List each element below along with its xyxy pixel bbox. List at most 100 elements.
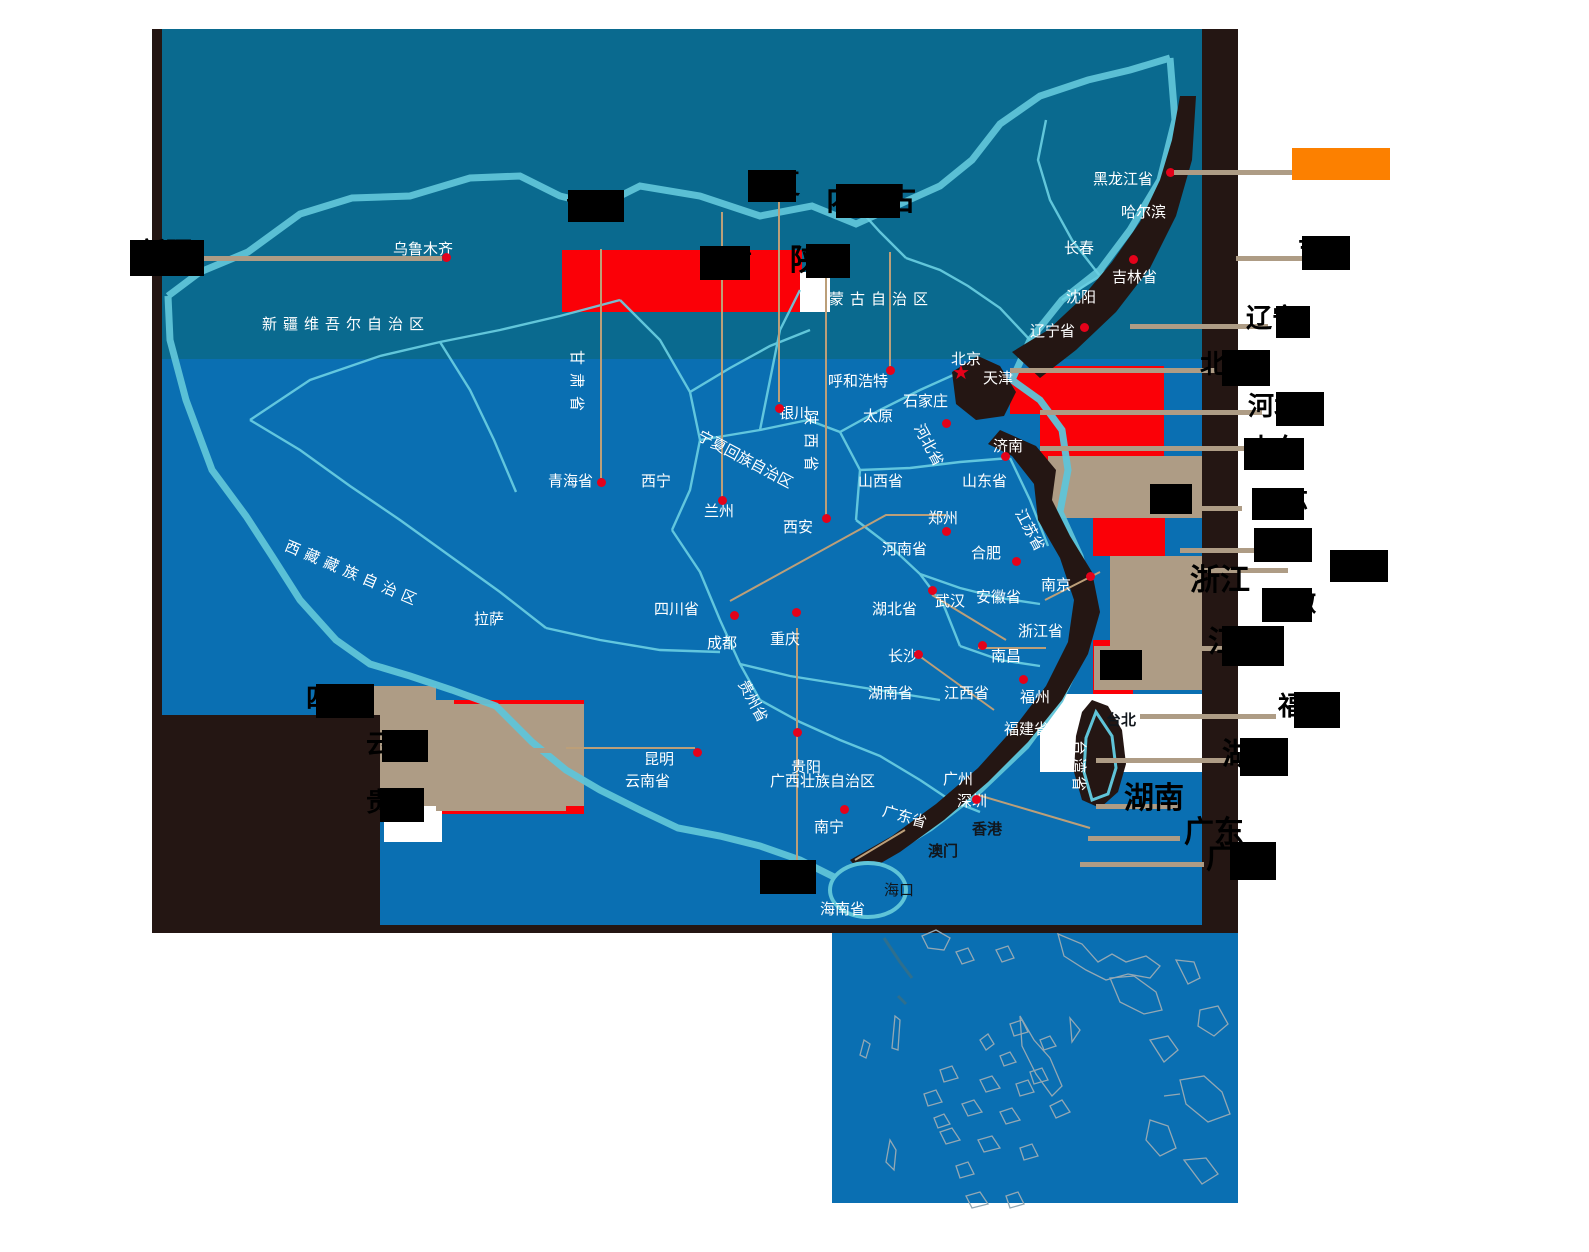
province-label: 山东省 xyxy=(962,472,1008,490)
redaction-bar xyxy=(568,190,624,222)
city-label: 西安 xyxy=(783,518,814,536)
city-dot xyxy=(775,404,784,413)
province-label: 福建省 xyxy=(1004,720,1050,738)
province-label: 辽宁省 xyxy=(1030,322,1076,340)
leader-line-yunnan xyxy=(436,748,566,753)
redaction-bar xyxy=(806,244,850,278)
callout-hunan[interactable]: 湖南 xyxy=(1124,781,1184,816)
redaction-bar xyxy=(1294,692,1340,728)
city-dot xyxy=(1019,675,1028,684)
redaction-bar xyxy=(760,860,816,894)
capital-star: ★ xyxy=(952,360,970,384)
leader-line-hebei xyxy=(1040,410,1262,415)
redaction-bar xyxy=(1150,484,1192,514)
province-label: 台湾省 xyxy=(1070,740,1088,795)
redaction-bar xyxy=(316,684,374,718)
city-dot xyxy=(1012,557,1021,566)
city-dot xyxy=(718,496,727,505)
leader-line-sichuan xyxy=(358,700,454,705)
leader-line-hunan-b xyxy=(1096,804,1180,809)
province-label: 山西省 xyxy=(858,472,904,490)
redaction-bar xyxy=(382,730,428,762)
redaction-bar xyxy=(130,240,204,276)
leader-line-beijing xyxy=(1010,368,1216,373)
city-dot xyxy=(914,650,923,659)
province-label: 吉林省 xyxy=(1112,268,1158,286)
province-label: 四川省 xyxy=(654,600,700,618)
redaction-bar xyxy=(1276,392,1324,426)
redaction-bar xyxy=(1222,626,1284,666)
province-label: 内蒙古自治区 xyxy=(808,290,935,308)
occluder-bottom-left xyxy=(162,715,380,933)
callout-heilongjiang-badge[interactable] xyxy=(1292,148,1390,180)
leader-line-shanghai xyxy=(1180,548,1262,553)
leader-line-shandong xyxy=(1040,446,1262,451)
city-label: 郑州 xyxy=(928,509,959,527)
redaction-bar xyxy=(380,788,424,822)
city-label: 台北 xyxy=(1106,711,1137,729)
city-label: 成都 xyxy=(707,634,738,652)
city-label: 太原 xyxy=(863,407,894,425)
province-label: 甘肃省 xyxy=(568,350,586,420)
city-label: 南宁 xyxy=(814,818,845,836)
redaction-bar xyxy=(1244,438,1304,470)
city-dot xyxy=(942,527,951,536)
city-label: 长沙 xyxy=(888,647,919,665)
city-label: 石家庄 xyxy=(903,392,949,410)
city-label: 合肥 xyxy=(971,544,1002,562)
city-label: 哈尔滨 xyxy=(1121,203,1167,221)
leader-line-jiangxi xyxy=(1110,646,1230,651)
south-china-sea-inset xyxy=(832,933,1238,1203)
city-dot xyxy=(1080,323,1089,332)
redaction-bar xyxy=(1254,528,1312,562)
city-dot xyxy=(942,419,951,428)
leader-line-guizhou xyxy=(436,806,566,811)
leader-line-xinjiang xyxy=(190,256,442,261)
city-label: 南昌 xyxy=(991,647,1022,665)
province-label: 安徽省 xyxy=(976,588,1022,606)
city-dot xyxy=(442,253,451,262)
province-label: 湖北省 xyxy=(872,600,918,618)
leader-line-jiangsu xyxy=(1180,506,1242,511)
city-dot xyxy=(1129,255,1138,264)
city-label: 沈阳 xyxy=(1066,288,1097,306)
province-label: 新疆维吾尔自治区 xyxy=(262,315,431,333)
redaction-bar xyxy=(1302,236,1350,270)
leader-line-heilongjiang xyxy=(1174,170,1292,175)
city-dot xyxy=(928,586,937,595)
city-label: 银川 xyxy=(779,404,810,422)
city-label: 广州 xyxy=(943,770,974,788)
redaction-bar xyxy=(1330,550,1388,582)
city-label: 拉萨 xyxy=(474,610,505,628)
city-label: 南京 xyxy=(1041,576,1072,594)
leader-line-liaoning xyxy=(1130,324,1268,329)
province-label: 海南省 xyxy=(820,900,866,918)
city-dot xyxy=(597,478,606,487)
leader-line-fujian xyxy=(1140,714,1276,719)
province-label: 湖南省 xyxy=(868,684,914,702)
city-dot xyxy=(886,366,895,375)
city-label: 天津 xyxy=(983,369,1014,387)
highlight-red-jiangsu-coast xyxy=(1093,518,1165,556)
city-label: 澳门 xyxy=(928,842,959,860)
province-label: 青海省 xyxy=(548,472,594,490)
city-label: 济南 xyxy=(993,437,1024,455)
province-label: 浙江省 xyxy=(1018,622,1064,640)
city-dot xyxy=(792,608,801,617)
redaction-bar xyxy=(1230,842,1276,880)
city-label: 呼和浩特 xyxy=(828,372,889,390)
city-label: 长春 xyxy=(1064,239,1095,257)
leader-line-guangxi xyxy=(1080,862,1204,867)
redaction-bar xyxy=(1252,488,1304,520)
province-label: 广西壮族自治区 xyxy=(770,772,876,790)
city-label: 乌鲁木齐 xyxy=(393,240,454,258)
city-dot xyxy=(1086,572,1095,581)
leader-line-jilin xyxy=(1236,256,1340,261)
city-label: 贵阳 xyxy=(791,758,822,776)
city-label: 福州 xyxy=(1020,688,1051,706)
city-label: 北京 xyxy=(951,350,982,368)
callout-zhejiang[interactable]: 浙江 xyxy=(1190,563,1250,598)
redaction-bar xyxy=(1100,650,1142,680)
city-dot xyxy=(978,641,987,650)
